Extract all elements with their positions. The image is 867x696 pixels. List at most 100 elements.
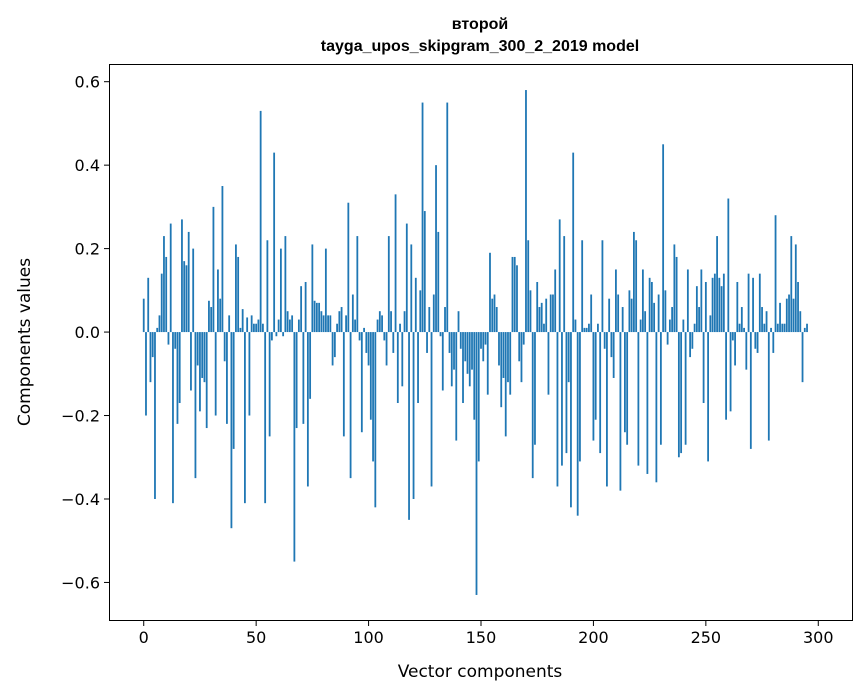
y-tick-label: −0.6 xyxy=(61,573,100,592)
bar xyxy=(187,231,190,333)
bar xyxy=(468,332,471,387)
bar xyxy=(268,332,271,437)
bar xyxy=(327,315,329,333)
bar xyxy=(608,298,611,333)
bar xyxy=(495,307,498,333)
bar xyxy=(374,332,377,508)
bar xyxy=(392,332,395,353)
x-tick-label: 250 xyxy=(691,628,722,647)
bar xyxy=(279,248,282,333)
bar xyxy=(682,319,685,333)
bar xyxy=(226,332,228,424)
bar xyxy=(453,332,455,370)
bar xyxy=(257,319,260,333)
bar xyxy=(477,332,480,462)
bar xyxy=(349,332,352,479)
bar xyxy=(543,323,545,333)
bar xyxy=(475,332,478,595)
bar xyxy=(794,244,797,333)
bar xyxy=(588,323,590,333)
bar xyxy=(282,332,285,337)
bar xyxy=(570,332,572,508)
bar xyxy=(356,236,359,333)
bar xyxy=(237,256,240,333)
bar xyxy=(664,290,667,333)
bar xyxy=(365,332,368,353)
bar xyxy=(590,294,593,333)
bar xyxy=(558,219,561,333)
bar xyxy=(466,332,469,374)
bar xyxy=(428,307,431,333)
bar xyxy=(426,332,428,353)
bar xyxy=(765,311,768,333)
bar xyxy=(190,332,192,391)
bar xyxy=(740,307,743,333)
bar xyxy=(223,332,226,362)
bar xyxy=(363,327,365,333)
bar xyxy=(446,102,449,333)
y-axis-label: Components values xyxy=(15,258,35,426)
bar xyxy=(300,286,303,333)
bar xyxy=(345,315,347,333)
bar xyxy=(776,323,779,333)
bar xyxy=(367,332,370,366)
bar xyxy=(459,332,462,349)
bar xyxy=(785,298,788,333)
bar xyxy=(185,265,188,333)
bar xyxy=(291,315,294,333)
bar xyxy=(444,307,446,333)
bar xyxy=(772,332,775,353)
bar xyxy=(774,215,777,333)
y-tick-label: 0.6 xyxy=(75,73,100,92)
bar xyxy=(471,332,473,370)
bar xyxy=(606,332,608,487)
bar xyxy=(160,273,163,333)
bar xyxy=(417,332,419,404)
bar xyxy=(799,311,802,333)
bar xyxy=(662,144,665,333)
bar xyxy=(565,332,568,454)
bar xyxy=(621,307,624,333)
bar xyxy=(637,332,640,466)
bar xyxy=(169,223,172,333)
bar xyxy=(441,332,444,391)
bar xyxy=(702,332,705,404)
bar xyxy=(659,332,662,445)
bar xyxy=(666,332,669,345)
bar xyxy=(583,327,586,333)
bar xyxy=(500,332,503,408)
bar xyxy=(801,332,804,383)
bar xyxy=(792,298,795,333)
bar xyxy=(707,332,709,462)
bar xyxy=(612,332,615,378)
bar xyxy=(729,332,732,412)
bar xyxy=(248,332,251,416)
bar xyxy=(639,319,642,333)
bar xyxy=(262,323,264,333)
bar xyxy=(491,298,494,333)
bar xyxy=(781,323,784,333)
bar xyxy=(803,327,806,333)
bar xyxy=(437,231,440,333)
bar xyxy=(255,323,258,333)
bar xyxy=(790,236,793,333)
bar xyxy=(270,332,273,341)
bar xyxy=(520,332,523,383)
x-axis: 0 50 100 150 200 250 300 xyxy=(139,620,834,647)
bar xyxy=(529,290,532,333)
bar xyxy=(423,211,426,333)
bar xyxy=(419,290,422,333)
plot-frame xyxy=(109,64,853,621)
bar xyxy=(464,332,467,362)
bar xyxy=(704,281,707,333)
bar xyxy=(401,332,404,387)
bar xyxy=(246,317,249,333)
bar xyxy=(680,332,683,454)
y-tick-label: 0.4 xyxy=(75,156,100,175)
bar xyxy=(498,332,500,366)
bar xyxy=(376,319,379,333)
bar xyxy=(390,311,392,333)
bar xyxy=(435,165,437,333)
bar xyxy=(783,323,786,333)
bar xyxy=(347,202,350,333)
